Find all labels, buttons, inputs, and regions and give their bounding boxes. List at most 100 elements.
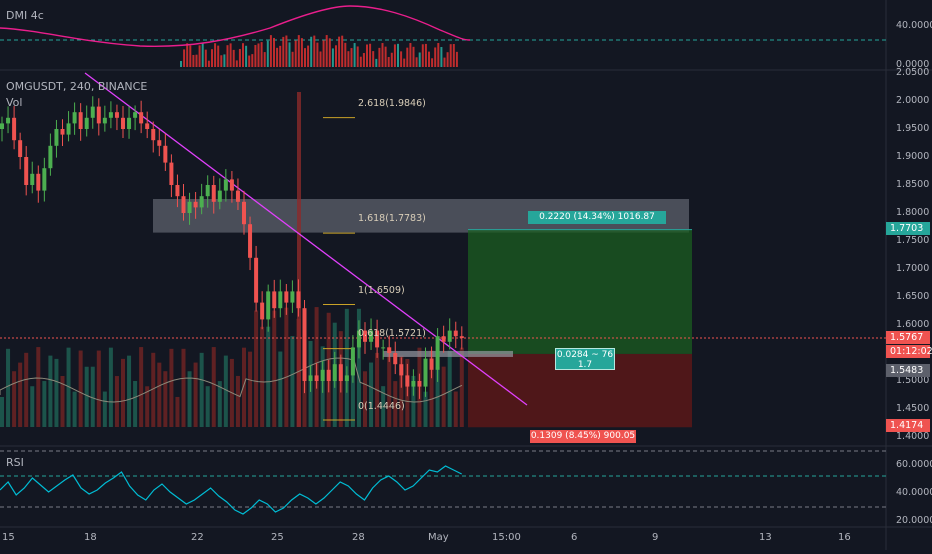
volume-bar <box>217 381 222 427</box>
volume-bar <box>42 381 47 427</box>
dmi-bar <box>428 51 430 67</box>
volume-bar <box>6 348 11 427</box>
volume-bar <box>248 351 253 427</box>
candle-body <box>139 112 144 124</box>
dmi-bar <box>220 55 223 67</box>
volume-bar <box>284 307 289 427</box>
stop-box-label: 0.1309 (8.45%) 900.05 <box>530 430 636 443</box>
x-axis-label: 28 <box>352 532 365 543</box>
candle-body <box>102 117 107 124</box>
volume-bar <box>30 386 35 427</box>
volume-bar <box>369 362 374 427</box>
dmi-bar <box>397 43 399 67</box>
candle-body <box>169 162 174 185</box>
dmi-bar <box>387 57 390 67</box>
candle-body <box>242 201 246 225</box>
price-axis-label: 1.6500 <box>896 291 930 302</box>
dmi-bar <box>217 45 220 67</box>
candle-body <box>405 375 410 387</box>
volume-bar <box>453 391 458 427</box>
volume-bar <box>223 355 228 427</box>
volume-bar <box>254 310 259 427</box>
dmi-bar <box>443 57 446 67</box>
dmi-bar <box>310 36 313 67</box>
x-axis-label: 16 <box>838 532 851 543</box>
dmi-bar <box>356 46 359 67</box>
candle-body <box>260 302 265 320</box>
dmi-bar <box>455 51 458 67</box>
dmi-bar <box>195 54 198 67</box>
candle-body <box>235 190 240 202</box>
dmi-bar <box>331 48 334 67</box>
candle-body <box>30 173 35 185</box>
dmi-bar <box>372 51 375 67</box>
volume-bar <box>66 347 71 427</box>
dmi-bar <box>440 47 443 67</box>
price-axis-label: 2.0000 <box>896 95 930 106</box>
fib-level-label: 1(1.6509) <box>358 285 405 296</box>
price-axis-label: 1.4500 <box>896 403 930 414</box>
dmi-bar <box>276 47 279 67</box>
dmi-bar <box>347 51 350 67</box>
price-axis-label: 1.5000 <box>896 375 930 386</box>
dmi-bar <box>409 43 412 67</box>
rsi-axis-label: 40.0000 <box>896 487 932 498</box>
volume-bar <box>181 348 186 427</box>
dmi-bar <box>198 45 201 67</box>
candle-body <box>411 381 416 387</box>
candle-body <box>254 257 259 303</box>
candle-body <box>48 145 53 169</box>
target-box-label: 0.2220 (14.34%) 1016.87 <box>528 211 666 224</box>
volume-bar <box>266 326 271 427</box>
volume-bar <box>429 350 434 427</box>
dmi-bar <box>446 52 449 67</box>
dmi-bar <box>415 57 418 67</box>
dmi-bar <box>369 43 372 67</box>
candle-body <box>205 185 210 197</box>
dmi-bar <box>307 45 310 67</box>
volume-bar <box>350 356 355 427</box>
volume-bar <box>60 375 65 427</box>
price-axis-label: 1.6000 <box>896 319 930 330</box>
price-axis-label: 1.8000 <box>896 207 930 218</box>
dmi-bar <box>350 48 353 67</box>
candle-body <box>375 330 380 348</box>
volume-bar <box>356 308 361 427</box>
volume-bar <box>108 347 113 427</box>
volume-bar <box>139 347 144 427</box>
volume-bar <box>163 371 168 427</box>
candle-body <box>54 129 59 146</box>
candle-body <box>84 117 89 129</box>
entry-box-label[interactable]: 0.0284 ~ 76 1.7 <box>555 348 615 370</box>
dmi-bar <box>378 47 381 67</box>
dmi-bar <box>180 61 182 67</box>
dmi-bar <box>235 60 238 67</box>
volume-bar <box>363 371 367 427</box>
candle-body <box>60 129 65 135</box>
candle-body <box>12 117 17 141</box>
price-axis-label: 1.9500 <box>896 123 930 134</box>
candle-body <box>332 364 337 381</box>
volume-bar <box>387 347 392 427</box>
x-axis-label: 15:00 <box>492 532 521 543</box>
candle-body <box>217 190 222 202</box>
volume-bar <box>399 355 404 427</box>
dmi-bar <box>207 60 210 67</box>
candle-body <box>187 201 192 213</box>
candle-body <box>308 375 313 381</box>
dmi-bar <box>186 43 189 67</box>
candle-body <box>399 364 404 376</box>
price-axis-label: 1.9000 <box>896 151 930 162</box>
candle-body <box>127 117 132 129</box>
dmi-bar <box>406 47 409 67</box>
volume-bar <box>187 371 192 427</box>
dmi-bar <box>232 49 235 67</box>
candle-body <box>248 224 253 258</box>
candle-body <box>278 291 283 309</box>
dmi-bar <box>362 53 365 67</box>
candle-body <box>284 291 289 303</box>
x-axis-label: May <box>428 532 449 543</box>
volume-bar <box>423 391 428 427</box>
